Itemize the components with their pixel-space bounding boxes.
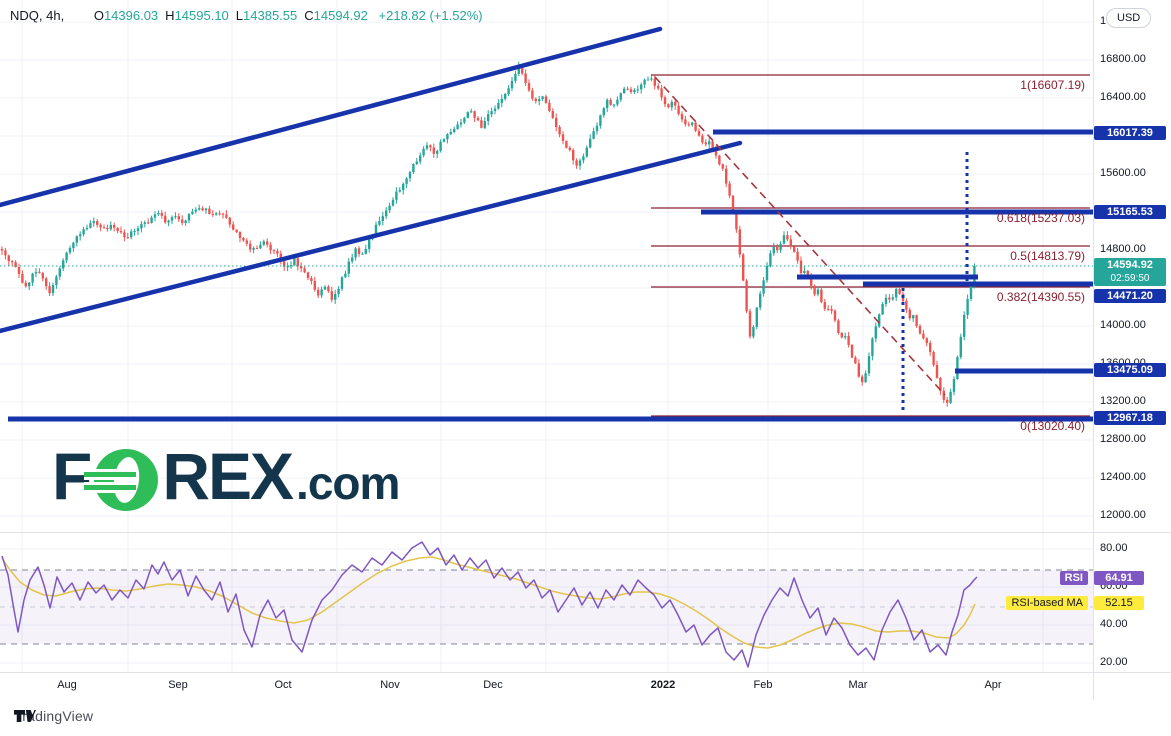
price-tick: 16800.00 (1100, 53, 1146, 65)
rsi-pane-canvas[interactable] (0, 532, 1093, 672)
price-tick: 12800.00 (1100, 433, 1146, 445)
price-pane-canvas[interactable]: 1(16607.19) 0.618(15237.03) 0.5(14813.79) 0… (0, 0, 1093, 532)
rsi-tick: 40.00 (1100, 618, 1128, 630)
bar-countdown: 02:59:50 (1110, 273, 1150, 284)
fib-level-label: 0.5(14813.79) (1010, 249, 1085, 263)
ohlc-key: O (93, 8, 104, 23)
ohlc-key: C (304, 8, 314, 23)
rsi-tick: 20.00 (1100, 656, 1128, 668)
ohlc-key: L (235, 8, 244, 23)
forex-coin-icon (84, 449, 159, 511)
tradingview-logo[interactable]: TradingView (14, 708, 93, 724)
trend-channel-line[interactable] (0, 140, 743, 334)
rsi-ma-label: RSI-based MA (1006, 596, 1088, 610)
fib-level-label: 0(13020.40) (1020, 419, 1085, 433)
price-tick: 14800.00 (1100, 243, 1146, 255)
ohlc-value: 14396.03 (103, 8, 159, 23)
watermark-com: .com (296, 457, 400, 509)
tradingview-mark-icon (14, 710, 36, 722)
watermark-rex: REX (162, 439, 294, 513)
time-tick-dec: Dec (483, 679, 503, 691)
time-tick-feb: Feb (753, 679, 773, 691)
price-tick: 13200.00 (1100, 395, 1146, 407)
ohlc-key: H (165, 8, 175, 23)
price-tick: 15600.00 (1100, 167, 1146, 179)
symbol-interval-label[interactable]: NDQ, 4h, (10, 8, 65, 23)
rsi-line (1, 541, 978, 668)
fib-level-label: 0.618(15237.03) (997, 211, 1085, 225)
time-tick-2022: 2022 (650, 679, 676, 691)
time-tick-apr: Apr (984, 679, 1002, 691)
time-tick-nov: Nov (380, 679, 400, 691)
change-label: +218.82 (+1.52%) (378, 8, 483, 23)
level-price-label: 12967.18 (1094, 411, 1166, 425)
candlesticks (0, 61, 976, 407)
time-tick-sep: Sep (168, 679, 188, 691)
bottom-toolbar: TradingView (0, 700, 1171, 736)
level-price-label: 14471.20 (1094, 289, 1166, 303)
level-price-label: 13475.09 (1094, 363, 1166, 377)
fib-level-label: 1(16607.19) (1020, 78, 1085, 92)
rsi-tick: 80.00 (1100, 542, 1128, 554)
time-tick-mar: Mar (848, 679, 868, 691)
fib-level-label: 0.382(14390.55) (997, 290, 1085, 304)
level-price-label: 16017.39 (1094, 126, 1166, 140)
ohlc-values: O14396.03 H14595.10 L14385.55 C14594.92 (94, 8, 375, 23)
time-tick-oct: Oct (274, 679, 292, 691)
ohlc-value: 14594.92 (313, 8, 368, 23)
price-tick: 14000.00 (1100, 319, 1146, 331)
current-price-label: 14594.92 02:59:50 (1094, 258, 1166, 286)
ohlc-value: 14385.55 (243, 8, 298, 23)
price-tick: 12000.00 (1100, 509, 1146, 521)
currency-toggle-button[interactable]: USD (1106, 8, 1152, 28)
forex-watermark: F REX .com (52, 430, 400, 522)
level-price-label: 15165.53 (1094, 205, 1166, 219)
price-tick: 16400.00 (1100, 91, 1146, 103)
pricescale-separator (1093, 0, 1094, 700)
ohlc-value: 14595.10 (174, 8, 229, 23)
timescale-separator (0, 672, 1171, 673)
rsi-ma-value-label: 52.15 (1094, 596, 1144, 610)
current-price-value: 14594.92 (1107, 259, 1153, 271)
time-tick-aug: Aug (57, 679, 77, 691)
price-tick: 12400.00 (1100, 471, 1146, 483)
trend-channel-line[interactable] (0, 26, 663, 208)
symbol-header[interactable]: NDQ, 4h, O14396.03 H14595.10 L14385.55 C145… (10, 8, 483, 23)
pane-separator[interactable] (0, 532, 1171, 533)
dashed-downtrend-line[interactable] (654, 76, 946, 396)
rsi-value-label: 64.91 (1094, 571, 1144, 585)
rsi-label: RSI (1059, 571, 1088, 585)
